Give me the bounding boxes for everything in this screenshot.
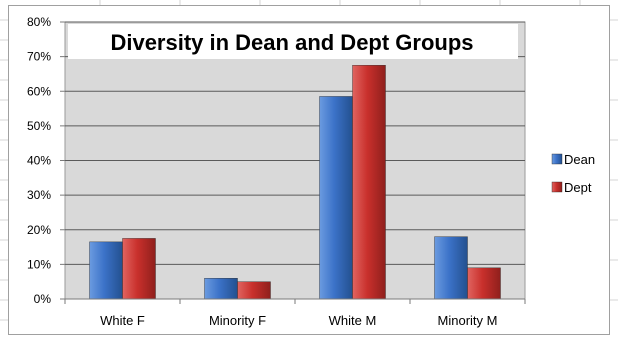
chart-title-box bbox=[68, 24, 518, 59]
y-tick-label: 0% bbox=[34, 292, 52, 306]
bar-dean-white-m bbox=[319, 96, 353, 300]
y-tick-label: 10% bbox=[27, 257, 51, 271]
y-tick-label: 60% bbox=[27, 84, 51, 98]
y-tick-label: 80% bbox=[27, 15, 51, 29]
x-category-label: White F bbox=[100, 313, 145, 328]
legend-label-dept: Dept bbox=[564, 180, 592, 195]
y-tick-label: 50% bbox=[27, 119, 51, 133]
bar-dean-minority-f bbox=[204, 278, 238, 300]
legend-swatch-dean bbox=[551, 153, 563, 165]
bar-dept-white-m bbox=[352, 65, 386, 300]
y-tick-label: 30% bbox=[27, 188, 51, 202]
legend-label-dean: Dean bbox=[564, 152, 595, 167]
x-category-label: White M bbox=[329, 313, 377, 328]
bar-dept-minority-f bbox=[237, 281, 271, 300]
bar-dean-white-f bbox=[89, 241, 123, 300]
x-category-label: Minority F bbox=[209, 313, 266, 328]
bar-dept-white-f bbox=[122, 238, 156, 300]
y-axis-ticks: 0% 10% 20% 30% 40% 50% 60% 70% 80% bbox=[27, 15, 51, 306]
x-axis-labels: White F Minority F White M Minority M bbox=[64, 299, 526, 328]
bar-dean-minority-m bbox=[434, 236, 468, 300]
bars bbox=[89, 65, 501, 300]
y-tick-label: 40% bbox=[27, 154, 51, 168]
y-tick-label: 20% bbox=[27, 223, 51, 237]
x-category-label: Minority M bbox=[438, 313, 498, 328]
bar-dept-minority-m bbox=[467, 267, 501, 300]
y-tick-label: 70% bbox=[27, 50, 51, 64]
legend-swatch-dept bbox=[551, 181, 563, 193]
legend: Dean Dept bbox=[551, 152, 595, 195]
chart-title: Diversity in Dean and Dept Groups bbox=[110, 30, 473, 55]
